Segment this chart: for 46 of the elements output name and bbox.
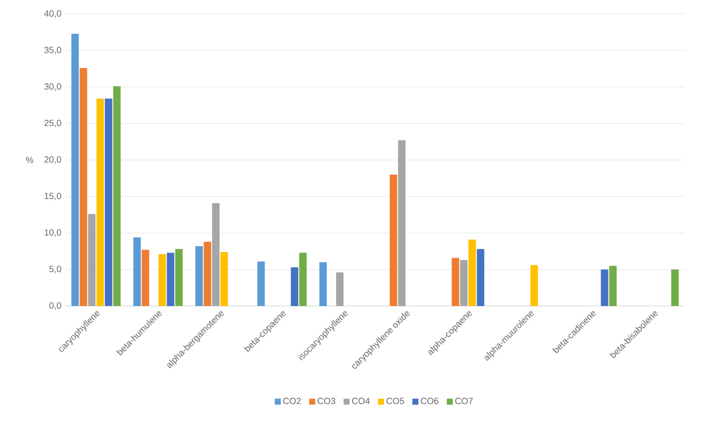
bar <box>319 262 327 306</box>
y-tick-label: 25,0 <box>44 120 62 128</box>
bar <box>609 266 617 306</box>
bar <box>600 270 608 306</box>
bar <box>204 242 212 306</box>
y-tick-label: 10,0 <box>44 229 62 237</box>
bar <box>299 252 307 306</box>
bar <box>113 86 121 306</box>
y-tick-label: 30,0 <box>44 83 62 91</box>
y-tick-label: 20,0 <box>44 156 62 164</box>
bar <box>476 249 484 306</box>
bar <box>468 240 476 306</box>
y-tick-label: 5,0 <box>49 266 62 274</box>
bar <box>460 260 468 306</box>
bar <box>158 254 166 306</box>
bar <box>257 261 265 306</box>
y-tick-label: 0,0 <box>49 302 62 310</box>
bar <box>290 267 298 306</box>
legend-label: CO3 <box>318 398 336 404</box>
legend-label: CO6 <box>420 398 438 404</box>
bar <box>166 252 174 306</box>
bar <box>80 68 88 306</box>
legend-label: CO4 <box>352 398 370 404</box>
y-axis-title: % <box>26 156 34 164</box>
bar <box>390 174 398 306</box>
bar <box>96 98 104 306</box>
bar <box>398 140 406 306</box>
y-tick-label: 15,0 <box>44 192 62 200</box>
legend-label: CO5 <box>386 398 404 404</box>
bar <box>104 98 112 306</box>
bar <box>88 214 96 306</box>
legend-label: CO7 <box>455 398 473 404</box>
bar <box>530 265 538 306</box>
bar <box>671 270 679 306</box>
bar <box>142 250 150 306</box>
y-tick-label: 35,0 <box>44 46 62 54</box>
bar <box>133 237 141 306</box>
bar <box>452 258 460 306</box>
bar <box>175 249 183 306</box>
bar <box>220 252 228 306</box>
legend-label: CO2 <box>283 398 301 404</box>
bar <box>71 34 79 306</box>
y-tick-label: 40,0 <box>44 10 62 18</box>
bar <box>195 246 203 306</box>
bar <box>336 272 344 306</box>
bar <box>212 203 220 306</box>
